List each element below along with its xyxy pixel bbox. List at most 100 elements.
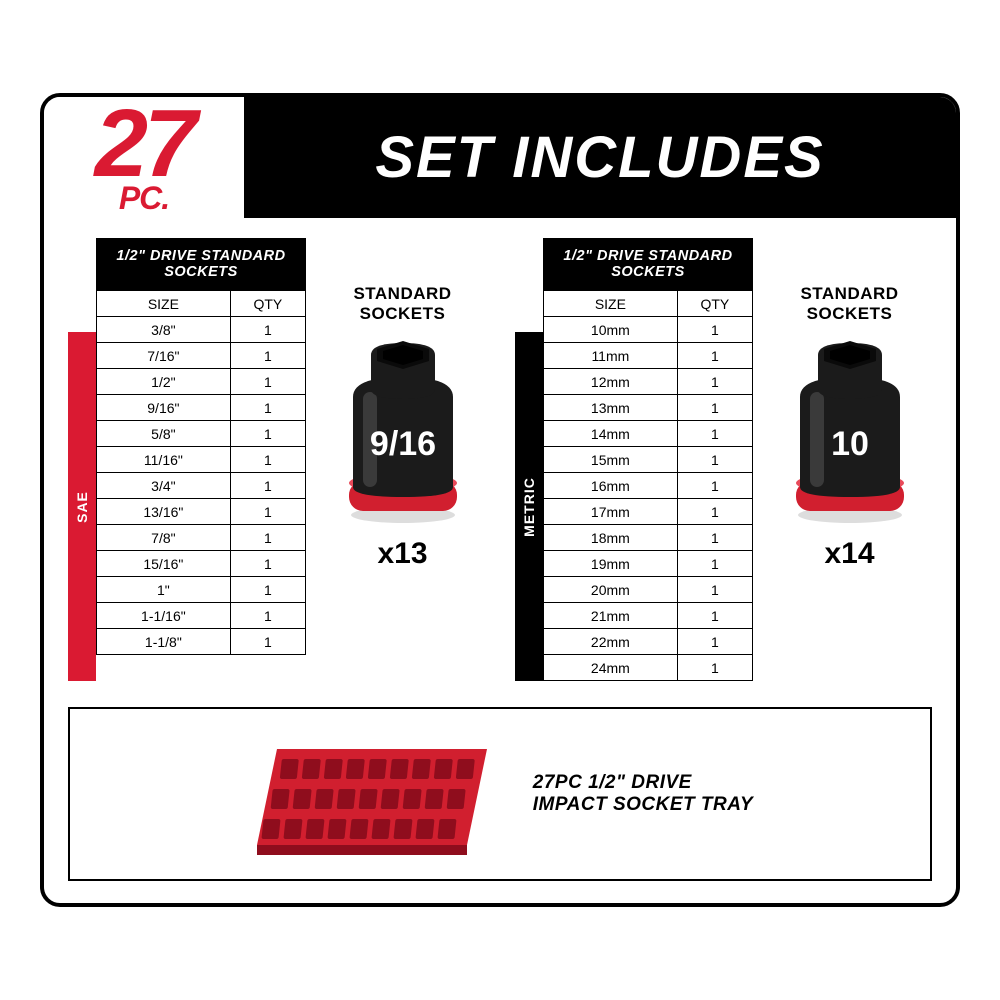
panels-row: SAE1/2" DRIVE STANDARD SOCKETSSIZEQTY3/8… bbox=[68, 238, 932, 681]
cell-size: 3/4" bbox=[97, 473, 231, 499]
cell-size: 13mm bbox=[544, 395, 678, 421]
table-row: 1/2"1 bbox=[97, 369, 306, 395]
cell-size: 22mm bbox=[544, 629, 678, 655]
product-count: x14 bbox=[767, 537, 932, 571]
spec-table: SIZEQTY3/8"17/16"11/2"19/16"15/8"111/16"… bbox=[96, 290, 306, 655]
table-row: 1-1/16"1 bbox=[97, 603, 306, 629]
cell-size: 17mm bbox=[544, 499, 678, 525]
piece-count-block: 27 PC. bbox=[44, 97, 244, 219]
cell-qty: 1 bbox=[230, 525, 305, 551]
tray-label-line1: 27PC 1/2" DRIVE bbox=[533, 772, 692, 793]
cell-size: 18mm bbox=[544, 525, 678, 551]
cell-size: 1-1/8" bbox=[97, 629, 231, 655]
cell-qty: 1 bbox=[230, 317, 305, 343]
cell-qty: 1 bbox=[677, 317, 752, 343]
table-row: 7/16"1 bbox=[97, 343, 306, 369]
cell-size: 14mm bbox=[544, 421, 678, 447]
product-label: STANDARDSOCKETS bbox=[320, 284, 485, 323]
cell-size: 16mm bbox=[544, 473, 678, 499]
cell-qty: 1 bbox=[230, 629, 305, 655]
cell-size: 7/8" bbox=[97, 525, 231, 551]
panel-sae: SAE 1/2" DRIVE STANDARD SOCKETSSIZEQTY3/8… bbox=[68, 238, 485, 681]
body: SAE1/2" DRIVE STANDARD SOCKETSSIZEQTY3/8… bbox=[44, 218, 956, 903]
cell-qty: 1 bbox=[677, 525, 752, 551]
table-row: 7/8"1 bbox=[97, 525, 306, 551]
table-row: 17mm1 bbox=[544, 499, 753, 525]
cell-size: 11mm bbox=[544, 343, 678, 369]
spec-table-wrap: 1/2" DRIVE STANDARD SOCKETSSIZEQTY10mm11… bbox=[543, 238, 753, 681]
cell-size: 24mm bbox=[544, 655, 678, 681]
cell-qty: 1 bbox=[677, 577, 752, 603]
table-row: 1-1/8"1 bbox=[97, 629, 306, 655]
table-row: 3/4"1 bbox=[97, 473, 306, 499]
socket-icon: 10 bbox=[780, 337, 920, 527]
tray-icon bbox=[247, 729, 497, 859]
table-row: 24mm1 bbox=[544, 655, 753, 681]
table-row: 12mm1 bbox=[544, 369, 753, 395]
table-row: 13/16"1 bbox=[97, 499, 306, 525]
piece-count-number: 27 bbox=[44, 103, 244, 185]
cell-qty: 1 bbox=[677, 343, 752, 369]
cell-qty: 1 bbox=[230, 395, 305, 421]
side-tab: METRIC bbox=[515, 238, 543, 681]
cell-qty: 1 bbox=[677, 499, 752, 525]
svg-text:10: 10 bbox=[831, 425, 869, 463]
table-row: 9/16"1 bbox=[97, 395, 306, 421]
spec-table: SIZEQTY10mm111mm112mm113mm114mm115mm116m… bbox=[543, 290, 753, 681]
table-row: 5/8"1 bbox=[97, 421, 306, 447]
piece-count-unit: PC. bbox=[44, 182, 244, 214]
header: 27 PC. SET INCLUDES bbox=[44, 97, 956, 219]
table-row: 10mm1 bbox=[544, 317, 753, 343]
table-title: 1/2" DRIVE STANDARD SOCKETS bbox=[543, 238, 753, 290]
table-row: 22mm1 bbox=[544, 629, 753, 655]
product-count: x13 bbox=[320, 537, 485, 571]
cell-qty: 1 bbox=[677, 603, 752, 629]
svg-text:9/16: 9/16 bbox=[369, 425, 435, 463]
product-column: STANDARDSOCKETS10x14 bbox=[767, 238, 932, 681]
cell-size: 15/16" bbox=[97, 551, 231, 577]
cell-qty: 1 bbox=[677, 551, 752, 577]
table-row: 14mm1 bbox=[544, 421, 753, 447]
cell-qty: 1 bbox=[677, 473, 752, 499]
cell-qty: 1 bbox=[230, 447, 305, 473]
table-row: 11/16"1 bbox=[97, 447, 306, 473]
table-header-cell: QTY bbox=[677, 291, 752, 317]
cell-size: 15mm bbox=[544, 447, 678, 473]
cell-qty: 1 bbox=[677, 395, 752, 421]
cell-size: 1/2" bbox=[97, 369, 231, 395]
cell-qty: 1 bbox=[230, 473, 305, 499]
table-row: 21mm1 bbox=[544, 603, 753, 629]
cell-size: 10mm bbox=[544, 317, 678, 343]
tray-label: 27PC 1/2" DRIVE IMPACT SOCKET TRAY bbox=[533, 772, 753, 818]
cell-qty: 1 bbox=[677, 629, 752, 655]
socket-icon: 9/16 bbox=[333, 337, 473, 527]
cell-qty: 1 bbox=[677, 421, 752, 447]
cell-size: 19mm bbox=[544, 551, 678, 577]
table-row: 13mm1 bbox=[544, 395, 753, 421]
table-row: 1"1 bbox=[97, 577, 306, 603]
cell-size: 5/8" bbox=[97, 421, 231, 447]
cell-qty: 1 bbox=[230, 369, 305, 395]
table-header-cell: SIZE bbox=[544, 291, 678, 317]
panel-content: 1/2" DRIVE STANDARD SOCKETSSIZEQTY10mm11… bbox=[543, 238, 932, 681]
cell-size: 20mm bbox=[544, 577, 678, 603]
cell-size: 1-1/16" bbox=[97, 603, 231, 629]
cell-qty: 1 bbox=[230, 603, 305, 629]
cell-qty: 1 bbox=[230, 421, 305, 447]
table-row: 16mm1 bbox=[544, 473, 753, 499]
table-row: 3/8"1 bbox=[97, 317, 306, 343]
cell-qty: 1 bbox=[677, 447, 752, 473]
table-row: 15mm1 bbox=[544, 447, 753, 473]
cell-qty: 1 bbox=[677, 655, 752, 681]
panel-content: 1/2" DRIVE STANDARD SOCKETSSIZEQTY3/8"17… bbox=[96, 238, 485, 681]
cell-size: 12mm bbox=[544, 369, 678, 395]
header-title: SET INCLUDES bbox=[244, 97, 956, 219]
cell-size: 3/8" bbox=[97, 317, 231, 343]
cell-qty: 1 bbox=[230, 499, 305, 525]
side-tab-label: SAE bbox=[74, 491, 90, 523]
table-header-cell: SIZE bbox=[97, 291, 231, 317]
table-row: 19mm1 bbox=[544, 551, 753, 577]
cell-size: 9/16" bbox=[97, 395, 231, 421]
cell-size: 7/16" bbox=[97, 343, 231, 369]
cell-qty: 1 bbox=[230, 343, 305, 369]
